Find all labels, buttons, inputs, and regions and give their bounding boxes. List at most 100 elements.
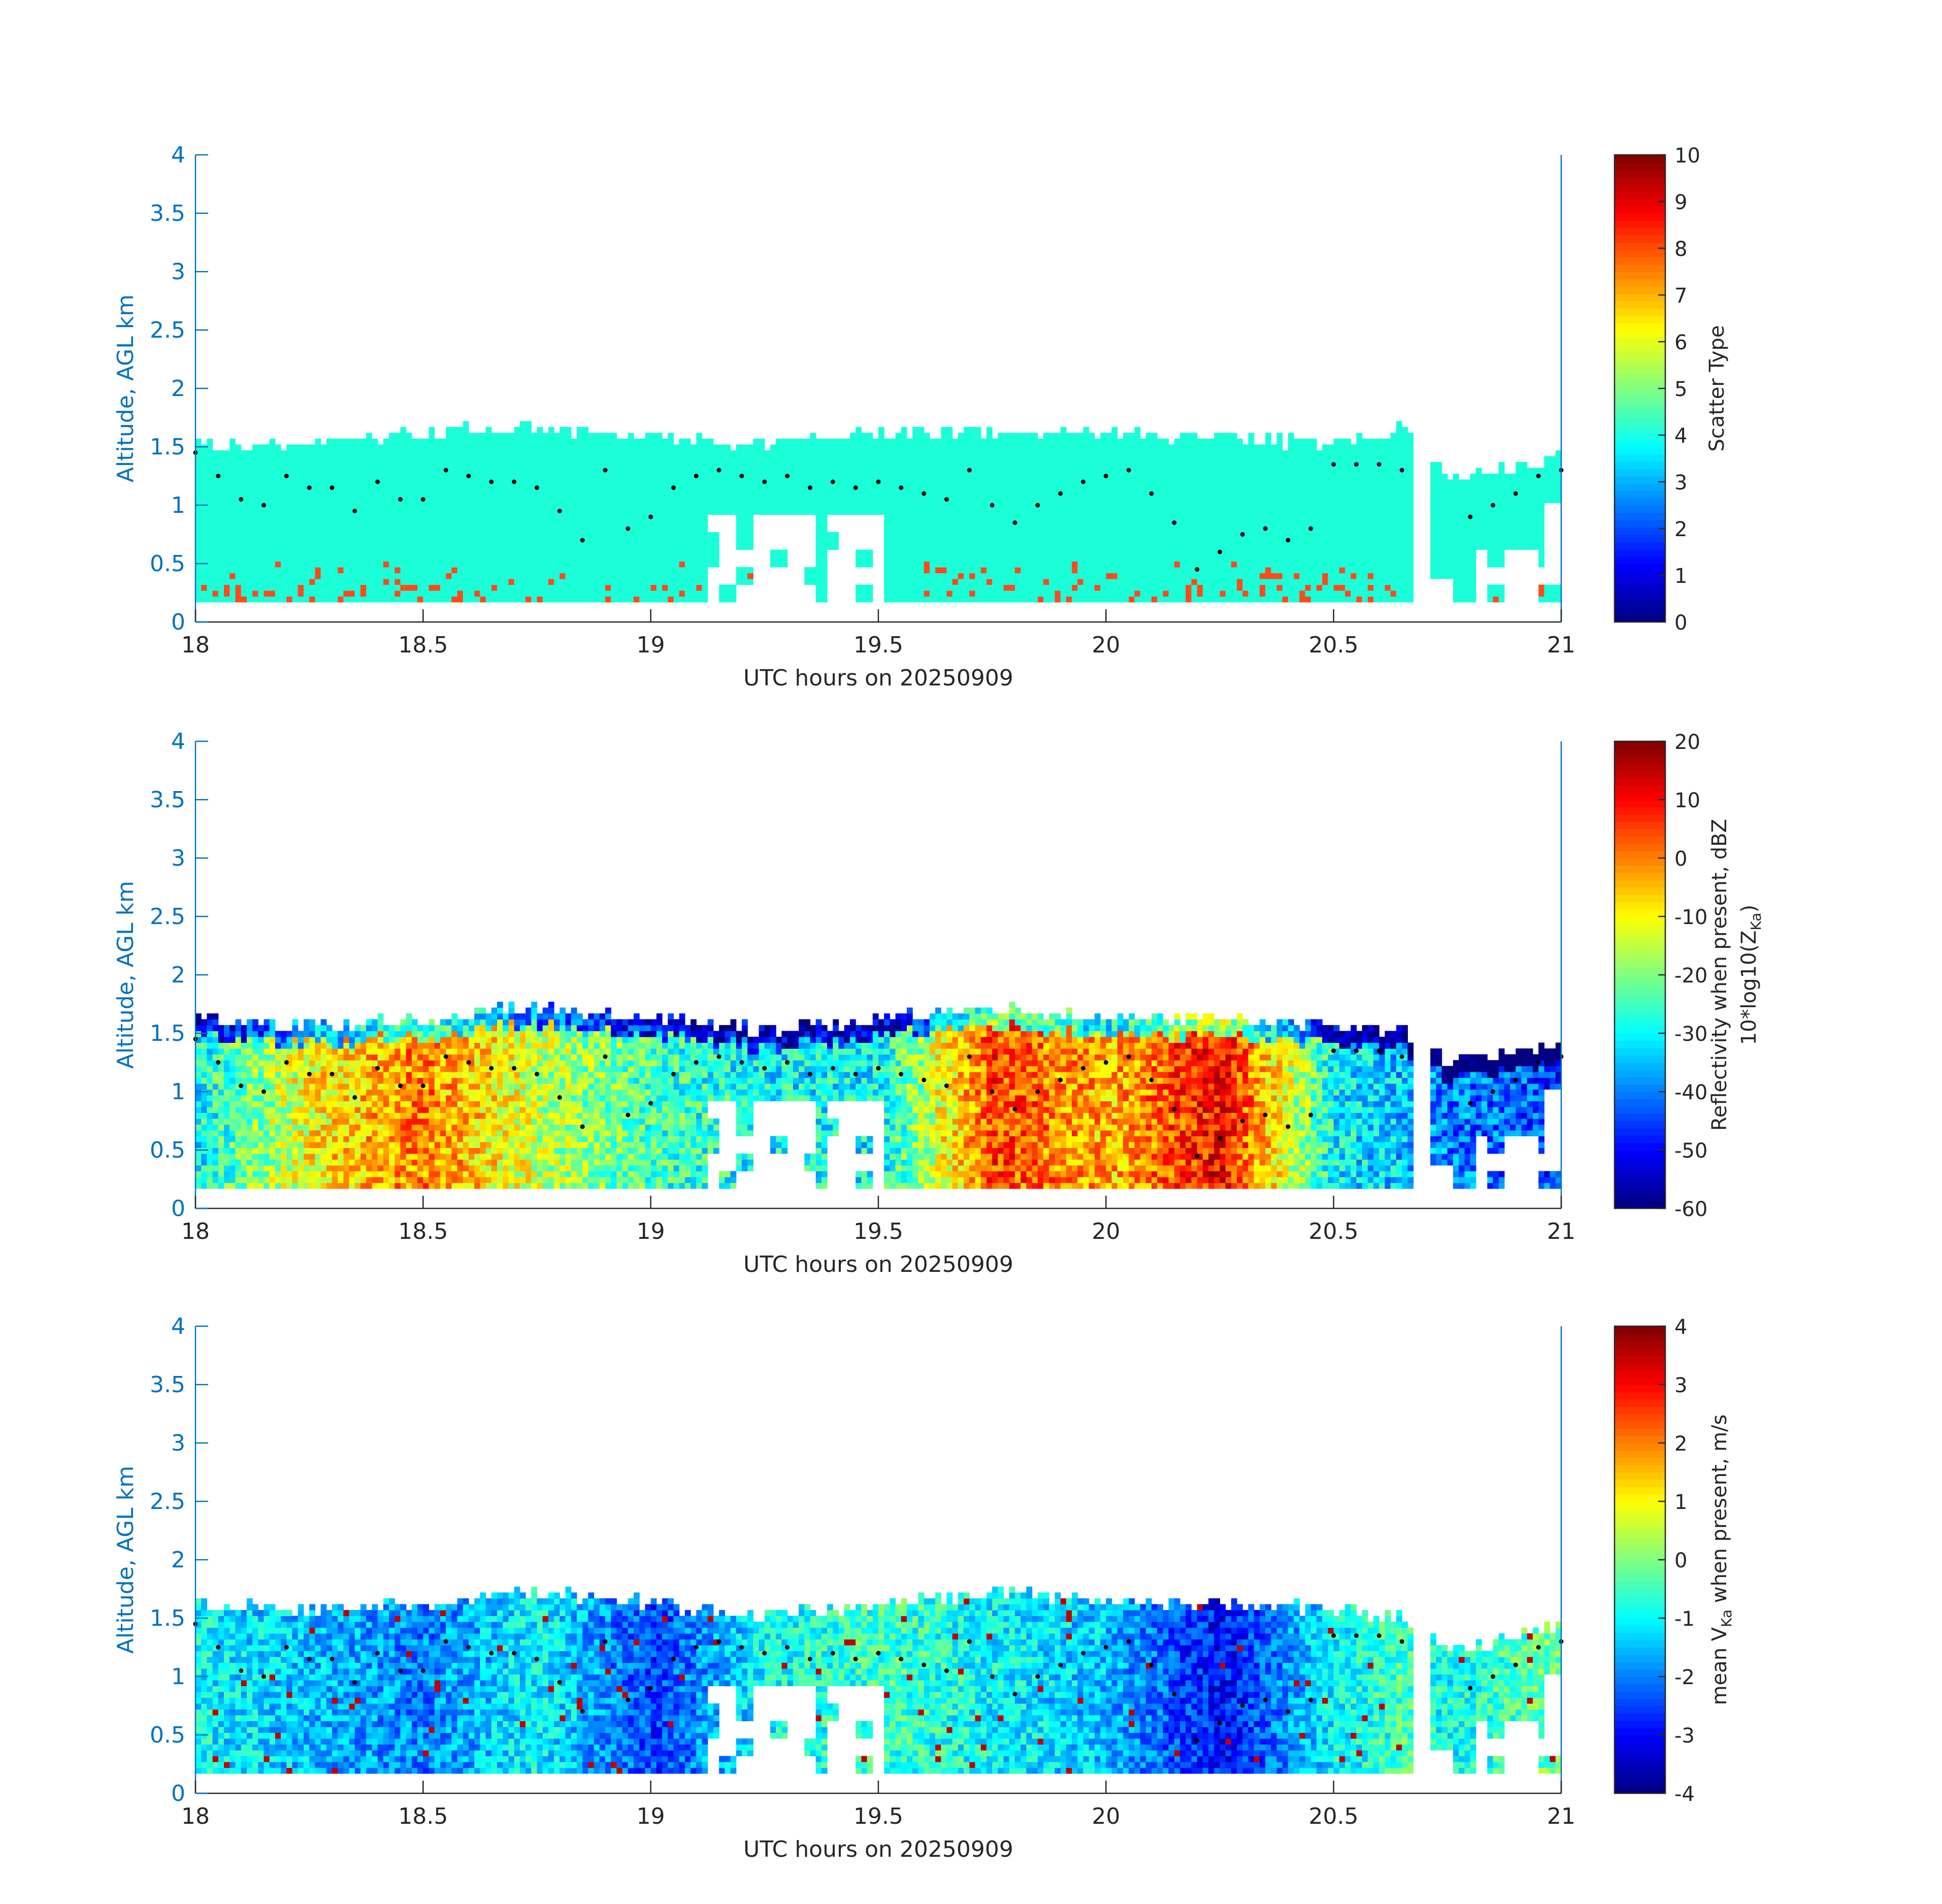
heatmap-cell [298,497,304,503]
heatmap-cell [1123,468,1129,474]
heatmap-cell [907,468,913,474]
heatmap-cell [1208,450,1214,456]
heatmap-cell [656,538,663,544]
heatmap-cell [850,473,856,480]
heatmap-cell [434,526,441,533]
heatmap-cell [998,590,1004,597]
heatmap-cell [1032,596,1038,603]
heatmap-cell [582,468,588,474]
heatmap-cell [582,590,588,597]
heatmap-cell [491,578,498,585]
heatmap-cell [508,444,515,451]
heatmap-cell [264,561,270,568]
heatmap-cell [1117,497,1124,503]
heatmap-cell [366,520,372,527]
heatmap-cell [1186,538,1192,544]
heatmap-cell [1003,438,1010,445]
heatmap-cell [804,578,811,585]
heatmap-cell [304,491,310,498]
heatmap-cell [929,532,936,538]
heatmap-cell [980,596,987,603]
heatmap-cell [383,508,389,515]
heatmap-cell [195,508,202,515]
heatmap-cell [730,508,737,515]
heatmap-cell [469,514,475,521]
heatmap-cell [332,473,338,480]
heatmap-cell [1231,573,1237,579]
heatmap-cell [799,503,805,509]
heatmap-cell [548,561,554,568]
heatmap-cell [855,468,862,474]
heatmap-cell [1009,549,1015,556]
heatmap-cell [1021,532,1027,538]
heatmap-cell [406,590,412,597]
heatmap-cell [696,573,703,579]
heatmap-cell [998,444,1004,451]
heatmap-cell [1191,462,1198,468]
heatmap-cell [639,567,645,573]
heatmap-cell [491,555,498,562]
heatmap-cell [1163,561,1169,568]
heatmap-cell [514,567,520,573]
heatmap-cell [440,555,446,562]
heatmap-cell [1191,596,1198,603]
heatmap-cell [684,520,691,527]
heatmap-cell [1180,596,1186,603]
heatmap-cell [912,438,918,445]
heatmap-cell [884,497,890,503]
heatmap-cell [229,450,236,456]
heatmap-cell [1242,584,1249,591]
heatmap-cell [366,584,372,591]
heatmap-cell [315,549,321,556]
heatmap-cell [1015,561,1021,568]
heatmap-cell [707,473,714,480]
heatmap-cell [912,444,918,451]
heatmap-cell [1202,479,1209,486]
heatmap-cell [201,561,207,568]
heatmap-cell [645,473,651,480]
heatmap-cell [229,567,236,573]
heatmap-cell [531,508,538,515]
heatmap-cell [463,426,469,433]
heatmap-cell [525,561,532,568]
heatmap-cell [1094,479,1101,486]
heatmap-cell [1260,526,1266,533]
heatmap-cell [742,497,748,503]
heatmap-cell [1214,567,1221,573]
heatmap-cell [1003,508,1010,515]
heatmap-cell [229,584,236,591]
heatmap-cell [622,491,629,498]
heatmap-cell [867,456,873,463]
heatmap-cell [508,549,515,556]
heatmap-cell [1191,485,1198,491]
heatmap-cell [986,596,993,603]
heatmap-cell [349,456,355,463]
heatmap-cell [394,444,401,451]
heatmap-cell [855,491,862,498]
heatmap-cell [861,491,868,498]
heatmap-cell [480,561,486,568]
heatmap-cell [1066,538,1072,544]
heatmap-cell [235,491,242,498]
heatmap-cell [992,503,998,509]
heatmap-cell [1197,561,1203,568]
heatmap-cell [366,532,372,538]
heatmap-cell [1254,479,1260,486]
heatmap-cell [946,450,953,456]
heatmap-cell [645,573,651,579]
heatmap-cell [565,561,572,568]
heatmap-cell [935,479,941,486]
heatmap-cell [781,444,788,451]
heatmap-cell [372,503,378,509]
heatmap-cell [895,508,902,515]
heatmap-cell [1111,584,1118,591]
heatmap-cell [298,543,304,550]
heatmap-cell [201,497,207,503]
heatmap-cell [326,456,333,463]
heatmap-cell [884,450,890,456]
heatmap-cell [417,479,423,486]
heatmap-cell [594,532,600,538]
heatmap-cell [349,485,355,491]
heatmap-cell [1197,520,1203,527]
heatmap-cell [519,590,526,597]
